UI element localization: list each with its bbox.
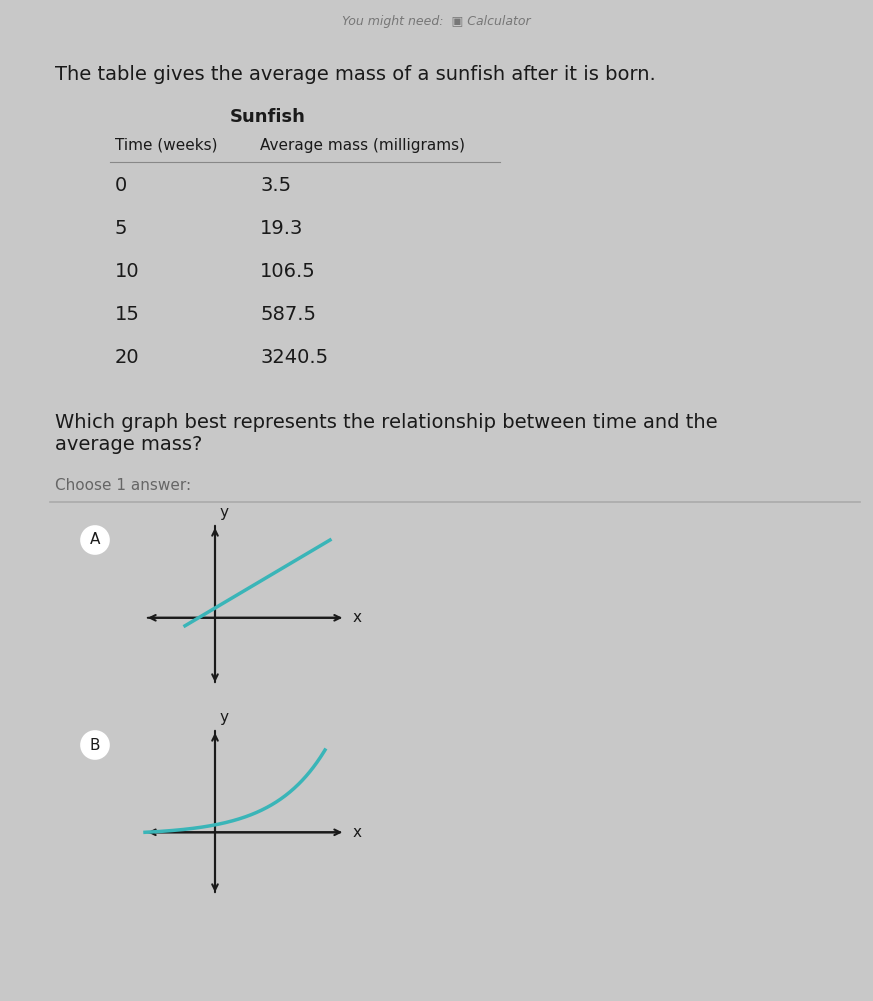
Text: x: x [353,825,362,840]
Text: x: x [353,611,362,626]
Text: A: A [90,533,100,548]
Text: 106.5: 106.5 [260,262,316,281]
Circle shape [81,731,109,759]
Text: Choose 1 answer:: Choose 1 answer: [55,478,191,493]
Text: 5: 5 [115,219,127,238]
Text: 3.5: 3.5 [260,176,291,195]
Text: 587.5: 587.5 [260,305,316,324]
Text: y: y [220,710,229,725]
Text: 0: 0 [115,176,127,195]
Text: y: y [220,505,229,520]
Text: 19.3: 19.3 [260,219,304,238]
Text: You might need:  ▣ Calculator: You might need: ▣ Calculator [341,15,530,28]
Circle shape [81,526,109,554]
Text: The table gives the average mass of a sunfish after it is born.: The table gives the average mass of a su… [55,65,656,84]
Text: Which graph best represents the relationship between time and the
average mass?: Which graph best represents the relation… [55,413,718,454]
Text: 3240.5: 3240.5 [260,348,328,367]
Text: Time (weeks): Time (weeks) [115,138,217,153]
Text: 20: 20 [115,348,140,367]
Text: 10: 10 [115,262,140,281]
Text: 15: 15 [115,305,140,324]
Text: B: B [90,738,100,753]
Text: Sunfish: Sunfish [230,108,306,126]
Text: Average mass (milligrams): Average mass (milligrams) [260,138,465,153]
